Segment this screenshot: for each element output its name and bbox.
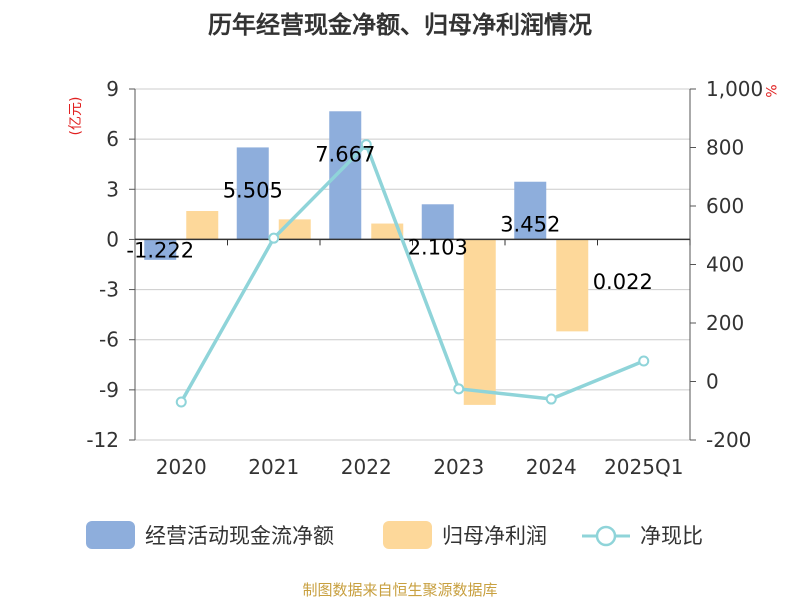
bar-net-profit [463, 239, 496, 405]
category-label: 2024 [526, 455, 577, 479]
bar-cashflow [144, 239, 177, 260]
category-label: 2025Q1 [604, 455, 683, 479]
legend-swatch-net-profit [383, 521, 432, 549]
right-tick-label: 600 [706, 194, 744, 218]
left-tick-label: 3 [106, 177, 119, 201]
data-labels: -1.222 5.505 7.667 2.103 3.452 0.022 [126, 142, 652, 294]
right-tick-label: 200 [706, 311, 744, 335]
right-axis-unit: % [762, 84, 778, 97]
cashflow-data-label: 5.505 [223, 178, 283, 202]
bars [144, 111, 639, 405]
right-tick-label: 0 [706, 370, 719, 394]
category-label: 2022 [341, 455, 392, 479]
left-tick-label: 6 [106, 127, 119, 151]
right-tick-label: -200 [706, 428, 751, 452]
ratio-point [268, 232, 280, 244]
ratio-line [179, 142, 645, 403]
ratio-point [545, 393, 557, 405]
right-tick-label: 800 [706, 136, 744, 160]
legend: 经营活动现金流净额 归母净利润 净现比 [86, 521, 703, 549]
cashflow-data-label: -1.222 [126, 238, 194, 262]
left-tick-label: -9 [99, 378, 119, 402]
bar-cashflow [421, 204, 454, 240]
legend-marker-ratio [595, 525, 617, 547]
line-series [175, 139, 650, 408]
right-tick-label: 1,000 [706, 77, 763, 101]
bar-cashflow [514, 181, 547, 240]
left-tick-label: 0 [106, 227, 119, 251]
ratio-point [453, 383, 465, 395]
left-axis-unit: (亿元) [68, 97, 84, 136]
left-tick-label: -6 [99, 328, 119, 352]
cashflow-data-label: 0.022 [593, 270, 653, 294]
bar-net-profit [186, 211, 219, 240]
cashflow-data-label: 2.103 [408, 235, 468, 259]
right-tick-label: 400 [706, 253, 744, 277]
category-label: 2023 [433, 455, 484, 479]
category-label: 2021 [248, 455, 299, 479]
chart-title: 历年经营现金净额、归母净利润情况 [208, 11, 592, 39]
left-tick-label: -12 [86, 428, 119, 452]
left-tick-label: 9 [106, 77, 119, 101]
category-label: 2020 [156, 455, 207, 479]
legend-label-ratio: 净现比 [640, 524, 703, 548]
bar-cashflow [236, 147, 269, 240]
legend-swatch-cashflow [86, 521, 135, 549]
cashflow-data-label: 7.667 [315, 142, 375, 166]
left-tick-label: -3 [99, 278, 119, 302]
cashflow-data-label: 3.452 [500, 213, 560, 237]
legend-label-net-profit: 归母净利润 [442, 524, 547, 548]
axes: 9 6 3 0 -3 -6 -9 -12 1,000 800 600 400 200 0 -200 2020 2… [86, 77, 763, 479]
bar-net-profit [556, 239, 589, 332]
legend-label-cashflow: 经营活动现金流净额 [145, 524, 334, 548]
ratio-point [175, 396, 187, 408]
source-note: 制图数据来自恒生聚源数据库 [302, 581, 497, 599]
bar-net-profit [371, 223, 404, 240]
ratio-point [360, 139, 372, 151]
ratio-point [638, 355, 650, 367]
